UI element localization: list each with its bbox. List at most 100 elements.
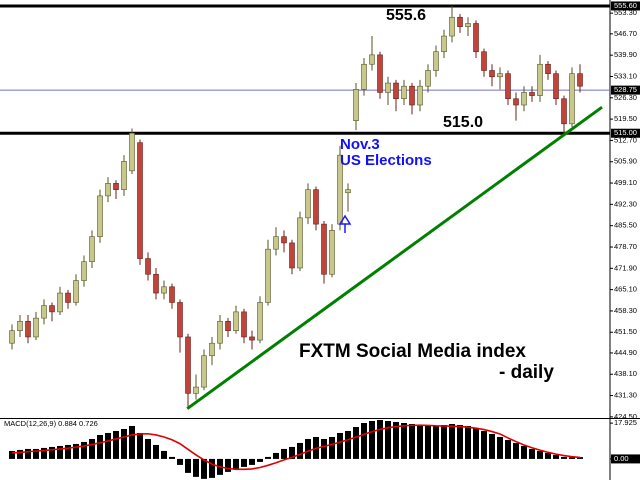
candle-body <box>121 161 127 190</box>
candle-body <box>281 236 287 244</box>
candle-body <box>49 305 55 313</box>
macd-bar <box>441 424 447 459</box>
candle-body <box>481 51 487 71</box>
candle-body <box>41 305 47 319</box>
macd-bar <box>393 421 399 459</box>
macd-bar <box>329 436 335 459</box>
candle-body <box>225 320 231 331</box>
candle-body <box>193 386 199 394</box>
candle-body <box>81 261 87 281</box>
macd-bar <box>113 430 119 459</box>
y-tick-label: 533.10 <box>614 71 637 80</box>
macd-bar <box>121 428 127 459</box>
macd-bar <box>497 436 503 459</box>
level-label: 515.00 <box>614 128 637 137</box>
candle-body <box>321 223 327 275</box>
macd-bar <box>577 457 583 459</box>
candle-body <box>377 54 383 93</box>
macd-bar <box>481 430 487 459</box>
candle-body <box>73 280 79 303</box>
macd-bar <box>361 422 367 459</box>
y-tick-label: 485.50 <box>614 221 637 230</box>
y-tick-label: 451.50 <box>614 327 637 336</box>
macd-bar <box>513 442 519 459</box>
candle-body <box>257 302 263 341</box>
macd-bar <box>537 450 543 459</box>
macd-bar <box>81 441 87 459</box>
candle-body <box>217 320 223 344</box>
signal-line <box>11 424 581 471</box>
chart-subtitle: - daily <box>499 362 554 383</box>
macd-bar <box>489 433 495 459</box>
arrow-icon <box>338 214 352 233</box>
macd-bar <box>73 443 79 459</box>
level-label-bg <box>611 1 640 11</box>
macd-bar <box>465 425 471 459</box>
candle-body <box>425 70 431 87</box>
macd-bar <box>105 432 111 459</box>
level-label-bg <box>611 128 640 138</box>
candle-body <box>161 286 167 294</box>
macd-bar <box>145 438 151 459</box>
candle-body <box>329 230 335 275</box>
macd-bar <box>409 423 415 459</box>
level-label: 555.60 <box>614 1 637 10</box>
macd-bar <box>161 450 167 459</box>
annotation: US Elections <box>340 152 432 169</box>
macd-bar <box>65 444 71 459</box>
macd-bar <box>209 458 215 478</box>
annotation: Nov.3 <box>340 136 380 153</box>
y-tick-label: 519.50 <box>614 114 637 123</box>
macd-bar <box>345 430 351 459</box>
macd-bar <box>281 448 287 459</box>
candle-body <box>233 311 239 331</box>
macd-bar <box>425 425 431 459</box>
y-tick-label: 526.30 <box>614 93 637 102</box>
candle-body <box>201 355 207 388</box>
macd-bar <box>225 458 231 472</box>
candle-body <box>465 23 471 27</box>
y-tick-label: 499.10 <box>614 178 637 187</box>
macd-bar <box>233 458 239 469</box>
candle-body <box>9 330 15 344</box>
candle-body <box>433 51 439 71</box>
candle-body <box>313 189 319 225</box>
candle-body <box>361 63 367 90</box>
annotation: 515.0 <box>443 114 483 131</box>
candle-body <box>297 217 303 269</box>
macd-bar <box>17 449 23 459</box>
candle-body <box>369 54 375 65</box>
macd-bar <box>137 432 143 459</box>
candle-body <box>241 311 247 338</box>
y-tick-label: 424.50 <box>614 412 637 421</box>
candle-body <box>441 35 447 53</box>
candle-body <box>569 73 575 125</box>
macd-bar <box>569 457 575 459</box>
macd-bar <box>561 456 567 459</box>
candle-body <box>65 292 71 303</box>
macd-bar <box>529 448 535 459</box>
level-label-bg <box>611 85 640 95</box>
macd-bar <box>457 424 463 459</box>
macd-bar <box>553 454 559 459</box>
candle-body <box>105 183 111 197</box>
macd-bar <box>25 448 31 459</box>
candle-body <box>489 70 495 78</box>
macd-bar <box>449 423 455 459</box>
candle-body <box>521 92 527 106</box>
candle-body <box>561 98 567 125</box>
y-tick-label: 505.90 <box>614 157 637 166</box>
macd-bar <box>257 458 263 462</box>
candle-body <box>153 273 159 294</box>
candle-body <box>33 317 39 338</box>
macd-bar <box>417 424 423 459</box>
candle-body <box>505 73 511 100</box>
candle-body <box>457 16 463 27</box>
macd-bar <box>41 447 47 459</box>
candle-body <box>529 92 535 96</box>
candle-body <box>537 63 543 96</box>
candle-body <box>385 82 391 93</box>
candle-body <box>17 320 23 331</box>
